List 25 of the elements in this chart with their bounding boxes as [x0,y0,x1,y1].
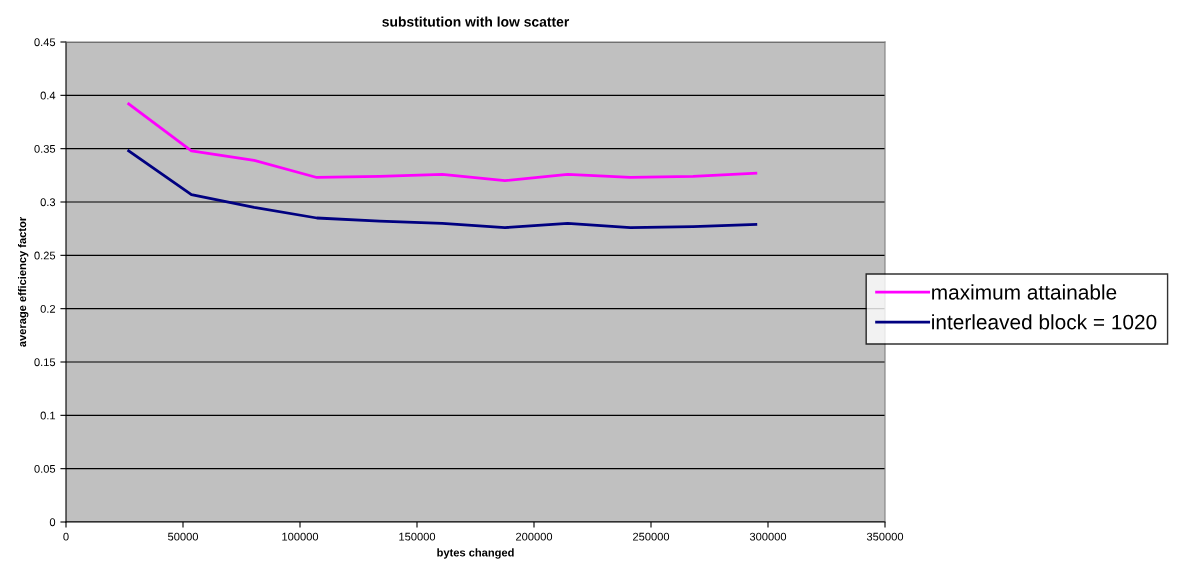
y-tick-label: 0.45 [34,38,56,47]
y-tick-label: 0.1 [40,411,56,420]
x-tick-label: 0 [63,532,69,541]
y-tick-label: 0.4 [40,91,56,100]
x-tick-label: 50000 [168,532,199,541]
y-tick-label: 0.35 [34,144,56,153]
line-series [127,149,758,229]
line-series [127,102,758,183]
chart-title: substitution with low scatter [382,16,570,27]
y-tick-label: 0.2 [40,304,56,313]
x-tick-label: 350000 [866,532,904,541]
legend-label: maximum attainable [932,284,1117,300]
y-tick-label: 0.25 [34,251,56,260]
x-tick-label: 150000 [399,532,436,541]
x-axis-title: bytes changed [437,548,514,559]
x-tick-label: 250000 [633,532,670,541]
y-tick-label: 0.3 [40,198,56,207]
y-axis-title: average efficiency factor [18,217,29,347]
y-tick-label: 0.15 [34,358,56,367]
x-tick-label: 300000 [749,532,787,541]
y-tick-label: 0.05 [34,464,56,473]
y-tick-label: 0 [49,518,56,527]
x-tick-label: 200000 [516,532,553,541]
legend-label: interleaved block = 1020 [932,314,1157,330]
x-tick-label: 100000 [282,532,319,541]
